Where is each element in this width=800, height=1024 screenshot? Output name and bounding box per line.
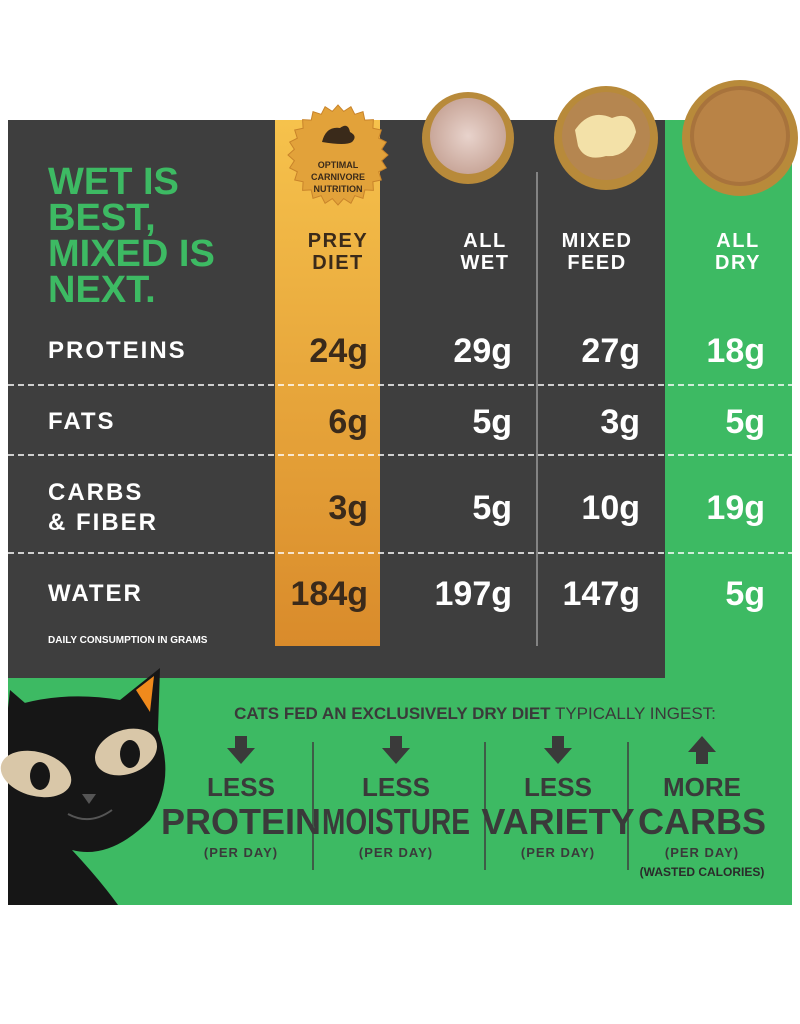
item-unit: (PER DAY) (359, 845, 433, 860)
title-line: NEXT. (48, 269, 156, 311)
row-label: FATS (48, 408, 116, 435)
badge-text: CARNIVORE (311, 172, 365, 182)
row-label: WATER (48, 580, 143, 607)
cell-value: 3g (600, 403, 640, 441)
cell-value: 6g (328, 403, 368, 441)
arrows (227, 736, 716, 764)
column-header: ALL (716, 230, 759, 252)
summary-heading: CATS FED AN EXCLUSIVELY DRY DIET TYPICAL… (234, 704, 716, 723)
table-note: DAILY CONSUMPTION IN GRAMS (48, 635, 208, 646)
summary-dividers (312, 742, 629, 870)
cell-value: 147g (563, 575, 641, 613)
cell-value: 5g (725, 403, 765, 441)
title-line: MIXED IS (48, 233, 215, 275)
item-small: LESS (207, 772, 275, 802)
dry-column (665, 120, 792, 678)
column-header: DIET (312, 252, 364, 274)
column-header: PREY (308, 230, 368, 252)
row-label: & FIBER (48, 509, 158, 536)
cell-value: 29g (453, 332, 512, 370)
cell-value: 5g (472, 403, 512, 441)
cat-illustration (0, 668, 166, 905)
item-note: (WASTED CALORIES) (640, 865, 765, 879)
column-header: FEED (567, 252, 626, 274)
cell-value: 3g (328, 489, 368, 527)
cell-value: 5g (472, 489, 512, 527)
cell-value: 24g (309, 332, 368, 370)
item-big: MOISTURE (322, 801, 470, 842)
badge-text: OPTIMAL (318, 160, 359, 170)
title-line: BEST, (48, 197, 156, 239)
column-header: ALL (463, 230, 506, 252)
title-line: WET IS (48, 161, 179, 203)
item-small: LESS (524, 772, 592, 802)
cell-value: 184g (291, 575, 369, 613)
row-label: PROTEINS (48, 337, 187, 364)
item-big: CARBS (638, 801, 766, 842)
item-unit: (PER DAY) (204, 845, 278, 860)
item-big: VARIETY (481, 801, 634, 842)
cell-value: 19g (706, 489, 765, 527)
item-unit: (PER DAY) (665, 845, 739, 860)
bowls (422, 80, 798, 196)
column-header: DRY (715, 252, 761, 274)
cell-value: 197g (435, 575, 513, 613)
item-unit: (PER DAY) (521, 845, 595, 860)
cell-value: 5g (725, 575, 765, 613)
prey-column (275, 120, 380, 646)
cell-value: 27g (581, 332, 640, 370)
badge (287, 104, 389, 206)
column-header: WET (461, 252, 510, 274)
row-label: CARBS (48, 479, 143, 506)
heading-bold: CATS FED AN EXCLUSIVELY DRY DIET (234, 704, 551, 723)
cell-value: 18g (706, 332, 765, 370)
item-small: LESS (362, 772, 430, 802)
column-header: MIXED (562, 230, 633, 252)
cell-value: 10g (581, 489, 640, 527)
badge-text: NUTRITION (314, 184, 363, 194)
heading-regular: TYPICALLY INGEST: (551, 704, 716, 723)
item-big: PROTEIN (161, 801, 321, 842)
item-small: MORE (663, 772, 741, 802)
